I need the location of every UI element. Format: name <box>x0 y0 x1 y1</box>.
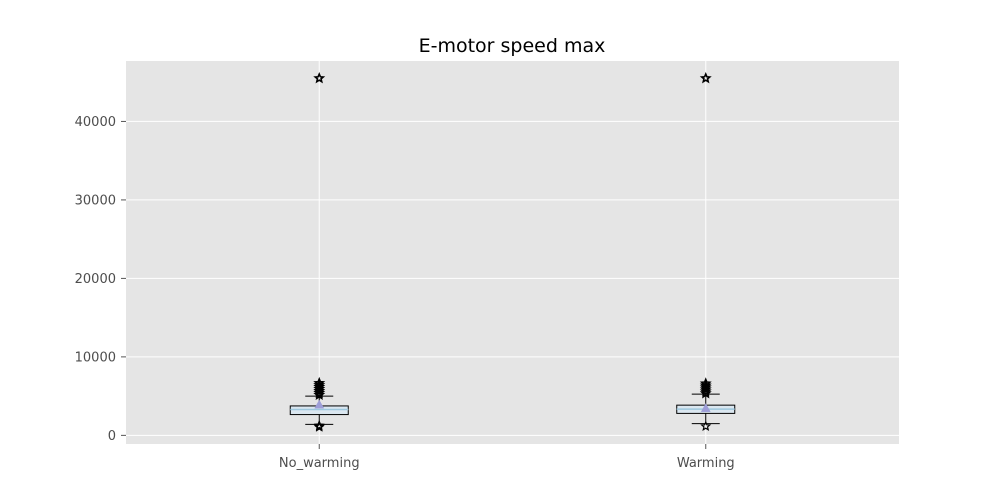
x-axis-ticks: No_warming Warming <box>279 444 735 471</box>
outlier-point <box>313 376 326 389</box>
y-tick-label: 30000 <box>75 193 116 208</box>
outlier-point <box>700 420 712 432</box>
mean-marker <box>314 399 325 409</box>
boxes-group <box>289 71 736 432</box>
x-tick-label: Warming <box>677 456 735 471</box>
outlier-point <box>313 378 326 391</box>
outlier-point <box>699 71 712 84</box>
plot-area <box>126 61 899 444</box>
y-tick-label: 0 <box>108 429 116 444</box>
box-warming <box>676 71 736 432</box>
outlier-point <box>313 419 325 431</box>
y-axis-ticks: 0 10000 20000 30000 40000 <box>75 115 126 444</box>
outlier-point <box>313 71 326 84</box>
y-tick-label: 10000 <box>75 350 116 365</box>
y-tick-label: 20000 <box>75 272 116 287</box>
chart-title: E-motor speed max <box>419 35 606 57</box>
grid-lines <box>126 61 899 444</box>
outlier-point <box>699 379 712 391</box>
box-no-warming <box>289 71 349 432</box>
mean-marker <box>700 403 711 412</box>
y-tick-label: 40000 <box>75 115 116 130</box>
outlier-point <box>699 377 712 389</box>
x-tick-label: No_warming <box>279 456 360 471</box>
